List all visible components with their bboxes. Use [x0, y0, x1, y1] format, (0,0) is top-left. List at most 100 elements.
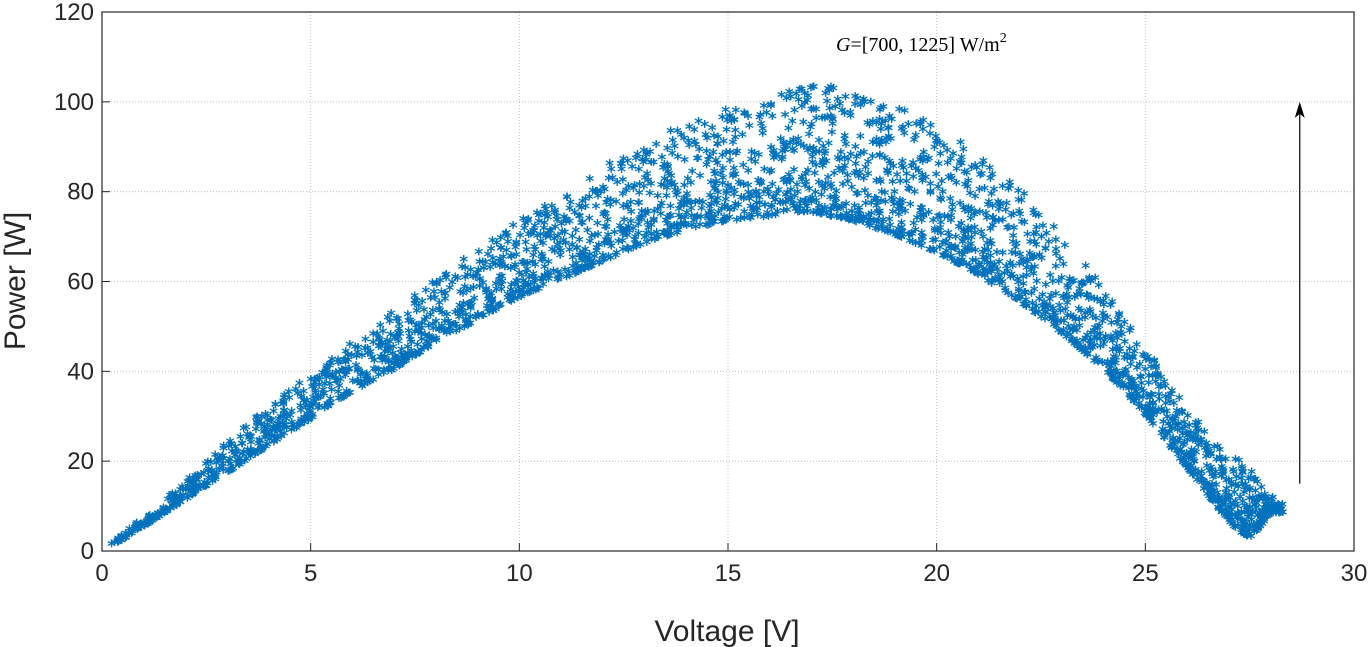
data-point: *: [1014, 284, 1023, 304]
data-point: *: [1023, 255, 1032, 275]
data-point: *: [1133, 387, 1142, 407]
data-point: *: [907, 226, 916, 246]
data-point: *: [787, 193, 796, 213]
data-point: *: [1209, 470, 1218, 490]
data-point: *: [1069, 323, 1078, 343]
data-point: *: [1107, 357, 1116, 377]
data-point: *: [319, 387, 328, 407]
data-point: *: [1096, 295, 1105, 315]
data-point: *: [786, 183, 795, 203]
data-point: *: [967, 222, 976, 242]
data-point: *: [235, 457, 244, 477]
data-point: *: [442, 326, 451, 346]
data-point: *: [828, 112, 837, 132]
data-point: *: [647, 227, 656, 247]
data-point: *: [292, 421, 301, 441]
data-point: *: [1274, 502, 1283, 522]
data-point: *: [1212, 478, 1221, 498]
data-point: *: [924, 206, 933, 226]
data-point: *: [1215, 443, 1224, 463]
data-point: *: [721, 213, 730, 233]
data-point: *: [1211, 489, 1220, 509]
data-point: *: [150, 511, 159, 531]
data-point: *: [280, 391, 289, 411]
data-point: *: [852, 150, 861, 170]
data-point: *: [448, 276, 457, 296]
data-point: *: [497, 269, 506, 289]
data-point: *: [533, 229, 542, 249]
data-point: *: [677, 128, 686, 148]
data-point: *: [714, 206, 723, 226]
data-point: *: [754, 148, 763, 168]
data-point: *: [207, 465, 216, 485]
data-point: *: [560, 210, 569, 230]
data-point: *: [956, 196, 965, 216]
data-point: *: [1165, 425, 1174, 445]
data-point: *: [1069, 320, 1078, 340]
data-point: *: [640, 171, 649, 191]
data-point: *: [1101, 289, 1110, 309]
data-point: *: [1034, 305, 1043, 325]
data-point: *: [258, 441, 267, 461]
data-point: *: [596, 185, 605, 205]
data-point: *: [1016, 208, 1025, 228]
data-point: *: [415, 324, 424, 344]
data-point: *: [252, 416, 261, 436]
data-point: *: [208, 474, 217, 494]
data-point: *: [1191, 463, 1200, 483]
data-point: *: [573, 265, 582, 285]
data-point: *: [664, 165, 673, 185]
data-point: *: [278, 416, 287, 436]
data-point: *: [218, 449, 227, 469]
data-point: *: [891, 228, 900, 248]
data-point: *: [1250, 493, 1259, 513]
data-point: *: [131, 519, 140, 539]
data-point: *: [232, 445, 241, 465]
data-point: *: [1222, 508, 1231, 528]
data-point: *: [1007, 245, 1016, 265]
data-point: *: [705, 218, 714, 238]
data-point: *: [395, 359, 404, 379]
data-point: *: [559, 233, 568, 253]
data-point: *: [1116, 326, 1125, 346]
data-point: *: [1161, 425, 1170, 445]
data-point: *: [789, 163, 798, 183]
data-point: *: [279, 398, 288, 418]
data-point: *: [541, 208, 550, 228]
data-point: *: [509, 292, 518, 312]
data-point: *: [774, 183, 783, 203]
data-point: *: [260, 420, 269, 440]
data-point: *: [951, 240, 960, 260]
data-point: *: [894, 228, 903, 248]
data-point: *: [877, 194, 886, 214]
data-point: *: [107, 537, 116, 557]
data-point: *: [1002, 260, 1011, 280]
data-point: *: [794, 132, 803, 152]
data-point: *: [717, 215, 726, 235]
data-point: *: [557, 217, 566, 237]
data-point: *: [263, 409, 272, 429]
data-point: *: [642, 226, 651, 246]
data-point: *: [926, 177, 935, 197]
data-point: *: [528, 255, 537, 275]
data-point: *: [393, 330, 402, 350]
data-point: *: [884, 121, 893, 141]
data-point: *: [1101, 329, 1110, 349]
data-point: *: [301, 400, 310, 420]
data-point: *: [591, 184, 600, 204]
data-point: *: [1022, 299, 1031, 319]
data-point: *: [938, 236, 947, 256]
data-point: *: [211, 472, 220, 492]
data-point: *: [419, 341, 428, 361]
data-point: *: [151, 509, 160, 529]
data-point: *: [403, 307, 412, 327]
data-point: *: [404, 347, 413, 367]
data-point: *: [622, 222, 631, 242]
data-point: *: [1226, 511, 1235, 531]
data-point: *: [1072, 288, 1081, 308]
data-point: *: [817, 204, 826, 224]
data-point: *: [1180, 436, 1189, 456]
data-point: *: [561, 263, 570, 283]
data-point: *: [187, 483, 196, 503]
data-point: *: [1045, 310, 1054, 330]
